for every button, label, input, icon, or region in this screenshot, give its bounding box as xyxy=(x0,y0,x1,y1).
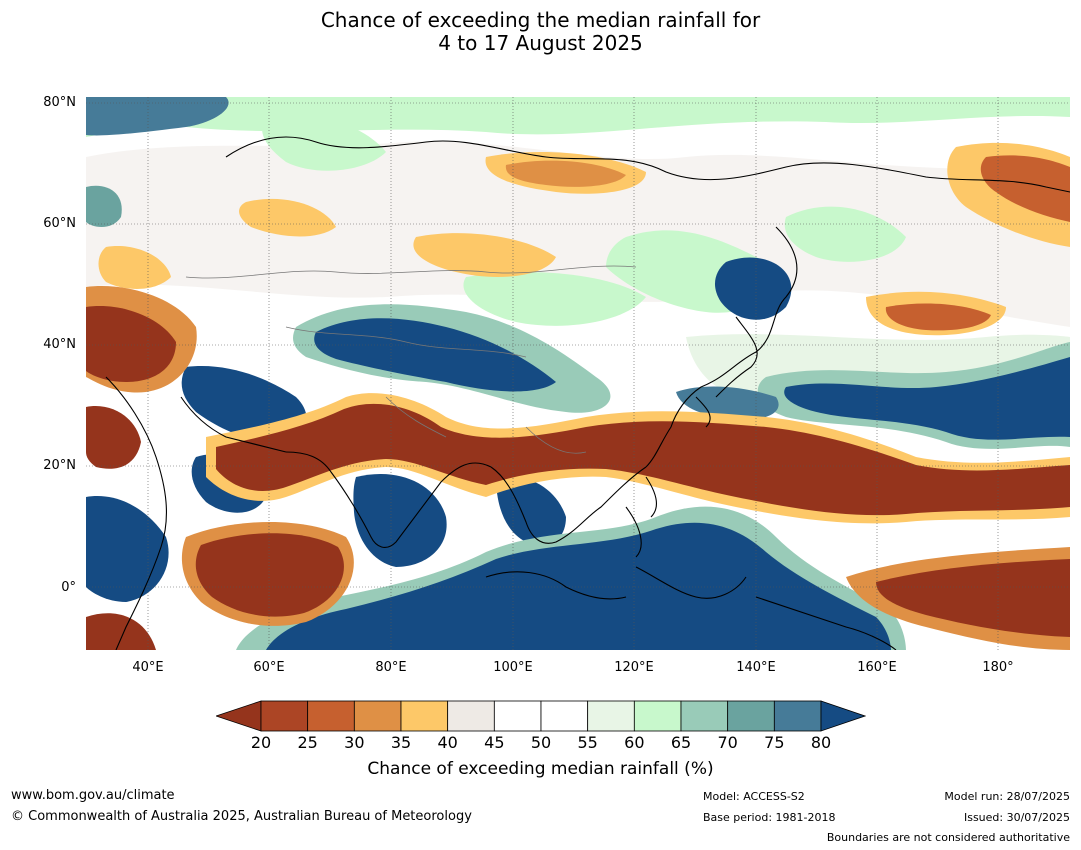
lon-label-140e: 140°E xyxy=(736,660,776,675)
lon-label-120e: 120°E xyxy=(614,660,654,675)
colorbar-bin xyxy=(773,700,822,732)
lat-label-20n: 20°N xyxy=(43,458,76,473)
colorbar-tick-label: 35 xyxy=(390,733,412,752)
colorbar-tick-label: 25 xyxy=(297,733,318,752)
map-title-line-2: 4 to 17 August 2025 xyxy=(438,31,643,55)
lon-label-60e: 60°E xyxy=(253,660,285,675)
colorbar-tick-label: 50 xyxy=(530,733,552,752)
colorbar-bin xyxy=(587,700,635,732)
drier-regions xyxy=(86,142,1070,650)
lat-label-0: 0° xyxy=(61,580,76,595)
lat-label-40n: 40°N xyxy=(43,337,76,352)
colorbar-arrow-low xyxy=(216,700,262,732)
issued-date: Issued: 30/07/2025 xyxy=(963,811,1070,824)
colorbar-bin xyxy=(680,700,729,732)
lon-label-160e: 160°E xyxy=(857,660,897,675)
rainfall-map xyxy=(86,97,1070,650)
boundary-disclaimer: Boundaries are not considered authoritat… xyxy=(826,831,1070,844)
colorbar-tick-label: 70 xyxy=(717,733,738,752)
colorbar-bin xyxy=(307,700,355,732)
lat-label-60n: 60°N xyxy=(43,216,76,231)
colorbar-tick-label: 45 xyxy=(484,733,505,752)
colorbar-tick-label: 75 xyxy=(764,733,785,752)
colorbar-bin xyxy=(260,700,309,732)
colorbar-bin xyxy=(400,700,449,732)
colorbar-bin xyxy=(493,700,542,732)
map-title-line-1: Chance of exceeding the median rainfall … xyxy=(320,8,761,32)
colorbar-tick-label: 40 xyxy=(437,733,458,752)
colorbar-bin xyxy=(727,700,775,732)
rainfall-map-canvas xyxy=(86,97,1070,650)
colorbar-tick-label: 55 xyxy=(577,733,598,752)
website-link: www.bom.gov.au/climate xyxy=(11,788,175,803)
colorbar-tick-label: 30 xyxy=(344,733,365,752)
country-boundaries xyxy=(185,265,637,454)
colorbar-bin xyxy=(353,700,402,732)
colorbar-tick-label: 65 xyxy=(670,733,692,752)
map-title: Chance of exceeding the median rainfall … xyxy=(0,9,1081,55)
copyright-notice: © Commonwealth of Australia 2025, Austra… xyxy=(11,809,472,824)
colorbar-bin xyxy=(540,700,589,732)
lon-label-180: 180° xyxy=(982,660,1014,675)
model-name: Model: ACCESS-S2 xyxy=(703,790,805,803)
colorbar-tick-label: 80 xyxy=(810,733,832,752)
colorbar-tick-label: 20 xyxy=(250,733,272,752)
base-period: Base period: 1981-2018 xyxy=(703,811,836,824)
lat-label-80n: 80°N xyxy=(43,95,76,110)
lon-label-100e: 100°E xyxy=(493,660,533,675)
near-median-regions xyxy=(86,141,1070,327)
map-gridlines xyxy=(86,97,1070,650)
colorbar-tick-label: 60 xyxy=(624,733,645,752)
wetter-regions xyxy=(86,97,1070,650)
colorbar-bin xyxy=(447,700,495,732)
colorbar xyxy=(216,700,866,732)
colorbar-title: Chance of exceeding median rainfall (%) xyxy=(367,759,714,779)
colorbar-arrow-high xyxy=(820,700,866,732)
lon-label-40e: 40°E xyxy=(132,660,164,675)
model-run-date: Model run: 28/07/2025 xyxy=(944,790,1070,803)
coastlines xyxy=(105,136,1070,650)
lon-label-80e: 80°E xyxy=(375,660,407,675)
colorbar-bin xyxy=(633,700,682,732)
